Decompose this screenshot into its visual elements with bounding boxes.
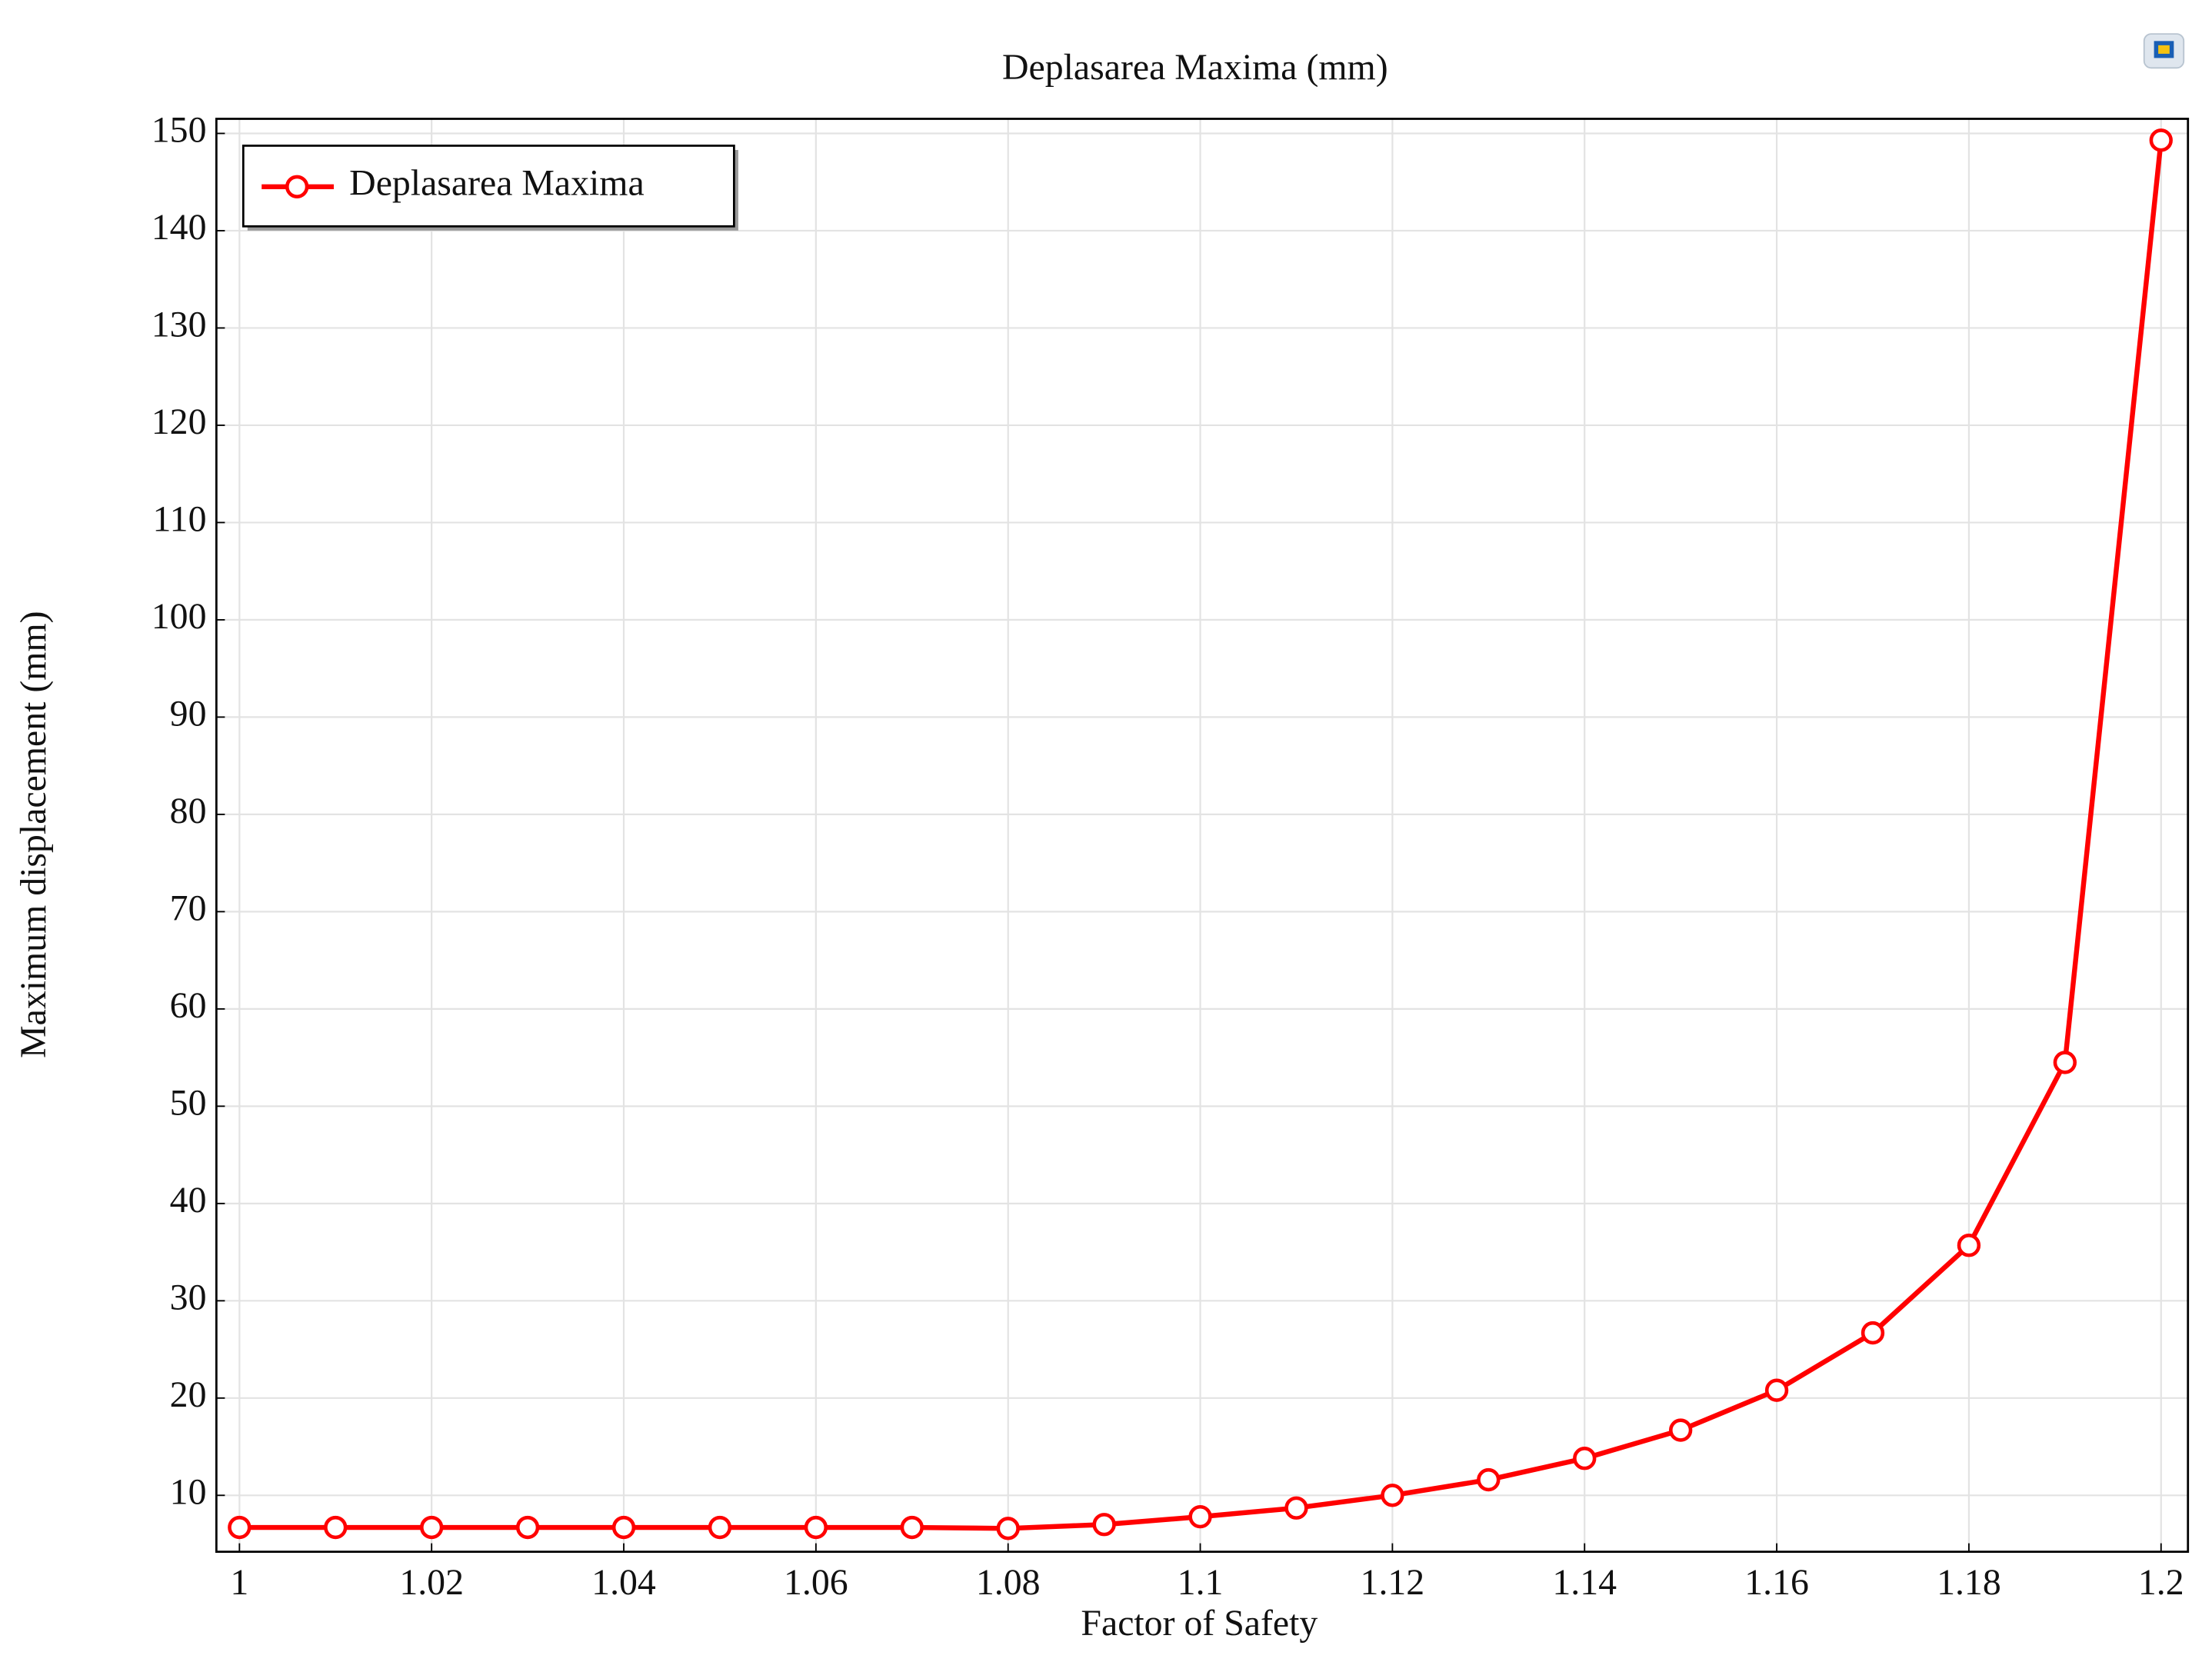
x-tick-label: 1.04 <box>591 1562 656 1603</box>
legend: Deplasarea Maxima <box>242 145 738 231</box>
data-point <box>1092 1513 1116 1537</box>
data-point <box>708 1515 732 1540</box>
data-point <box>1573 1447 1597 1470</box>
legend-label: Deplasarea Maxima <box>349 163 644 204</box>
x-tick-label: 1 <box>230 1562 248 1603</box>
data-point <box>1284 1496 1308 1520</box>
app-icon <box>2143 33 2185 69</box>
y-tick-label: 30 <box>170 1277 207 1317</box>
data-point <box>2149 128 2173 152</box>
data-point <box>1188 1504 1212 1529</box>
data-point <box>1381 1484 1404 1507</box>
x-tick-label: 1.06 <box>784 1562 848 1603</box>
chart-title: Deplasarea Maxima (mm) <box>1002 47 1388 88</box>
x-tick-label: 1.08 <box>976 1562 1041 1603</box>
x-tick-label: 1.16 <box>1744 1562 1809 1603</box>
data-point <box>324 1515 348 1540</box>
x-tick-label: 1.12 <box>1361 1562 1425 1603</box>
x-axis-label: Factor of Safety <box>1081 1603 1318 1644</box>
y-tick-label: 10 <box>170 1471 207 1512</box>
y-tick-label: 20 <box>170 1374 207 1415</box>
data-point <box>1957 1234 1981 1257</box>
data-point <box>420 1515 444 1540</box>
data-point <box>2053 1051 2077 1074</box>
data-point <box>515 1515 540 1540</box>
data-point <box>1764 1378 1789 1402</box>
y-axis-label: Maximum displacement (mm) <box>13 611 54 1057</box>
data-point <box>996 1517 1020 1540</box>
data-point <box>900 1515 924 1540</box>
y-tick-label: 70 <box>170 888 207 928</box>
data-point <box>1861 1321 1885 1345</box>
y-tick-label: 120 <box>152 401 207 442</box>
data-point <box>1477 1467 1501 1492</box>
x-tick-label: 1.18 <box>1937 1562 2001 1603</box>
x-tick-label: 1.1 <box>1178 1562 1224 1603</box>
y-tick-label: 40 <box>170 1180 207 1221</box>
x-tick-label: 1.02 <box>399 1562 464 1603</box>
y-tick-label: 60 <box>170 985 207 1026</box>
y-tick-label: 130 <box>152 304 207 345</box>
y-tick-label: 100 <box>152 596 207 637</box>
y-tick-label: 80 <box>170 791 207 831</box>
x-tick-label: 1.2 <box>2138 1562 2184 1603</box>
x-tick-label: 1.14 <box>1552 1562 1617 1603</box>
y-tick-label: 110 <box>153 498 207 539</box>
y-tick-label: 90 <box>170 693 207 734</box>
plot-frame <box>215 118 2190 1554</box>
data-point <box>804 1515 828 1540</box>
data-point <box>1668 1418 1693 1442</box>
legend-marker <box>285 175 309 198</box>
data-point <box>611 1515 636 1540</box>
y-tick-label: 140 <box>152 207 207 248</box>
y-tick-label: 50 <box>170 1082 207 1123</box>
y-tick-label: 150 <box>152 109 207 150</box>
data-point <box>228 1515 252 1540</box>
